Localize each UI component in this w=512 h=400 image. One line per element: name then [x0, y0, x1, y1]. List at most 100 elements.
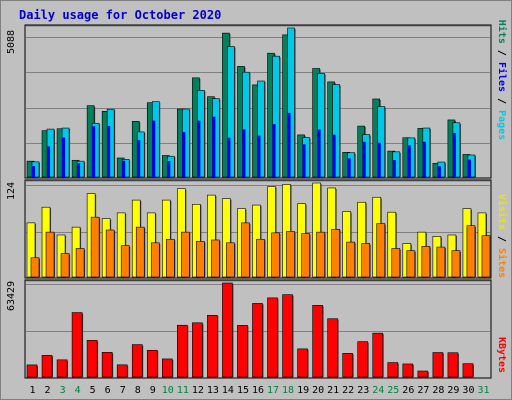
bar-files-day-17 [272, 124, 276, 177]
chart-title: Daily usage for October 2020 [19, 8, 222, 22]
x-tick-label-day-26: 26 [402, 385, 414, 396]
bar-kbytes-day-28 [432, 352, 444, 378]
x-tick-label-day-8: 8 [135, 385, 141, 396]
legend-top-sep: / [496, 92, 507, 110]
bar-files-day-29 [452, 132, 456, 177]
bar-sites-day-11 [181, 231, 190, 278]
bar-sites-day-26 [406, 250, 416, 278]
bar-sites-day-24 [376, 223, 386, 278]
bar-kbytes-day-7 [116, 364, 128, 378]
bar-kbytes-day-25 [387, 362, 399, 378]
bar-sites-day-17 [271, 232, 280, 278]
bar-kbytes-day-15 [237, 325, 248, 378]
bar-sites-day-25 [391, 248, 401, 278]
bar-kbytes-day-18 [282, 294, 293, 378]
bar-sites-day-6 [105, 229, 115, 278]
bar-kbytes-day-23 [357, 341, 369, 378]
x-tick-label-day-19: 19 [297, 385, 309, 396]
bar-kbytes-day-22 [342, 353, 353, 378]
x-tick-label-day-6: 6 [105, 385, 111, 396]
bar-sites-day-3 [60, 253, 70, 278]
bar-files-day-4 [77, 163, 81, 177]
bar-kbytes-day-5 [86, 340, 98, 378]
x-tick-label-day-22: 22 [342, 385, 354, 396]
bar-files-day-6 [107, 125, 111, 177]
x-tick-label-day-2: 2 [45, 385, 51, 396]
x-tick-label-day-13: 13 [207, 385, 219, 396]
y-axis-max-middle: 124 [6, 182, 17, 200]
bar-files-day-14 [227, 137, 231, 177]
bar-hits-day-20 [317, 73, 325, 178]
bar-hits-day-24 [377, 106, 386, 178]
x-tick-label-day-24: 24 [372, 385, 384, 396]
bar-files-day-13 [212, 116, 216, 177]
bar-kbytes-day-9 [146, 349, 158, 378]
bar-hits-day-18 [287, 27, 295, 178]
bar-files-day-12 [197, 120, 201, 177]
legend-top-sep: / [496, 44, 507, 62]
bar-kbytes-day-1 [26, 364, 38, 378]
x-tick-label-day-31: 31 [477, 385, 489, 396]
bar-files-day-30 [467, 159, 471, 177]
legend-middle: Visits / Sites [496, 194, 508, 278]
bar-kbytes-day-27 [417, 370, 429, 378]
x-tick-label-day-1: 1 [30, 385, 36, 396]
x-tick-label-day-30: 30 [462, 385, 474, 396]
y-axis-max-bottom: 63429 [6, 281, 17, 311]
bar-files-day-22 [347, 158, 351, 177]
bar-kbytes-day-29 [447, 352, 459, 378]
bar-files-day-21 [332, 134, 336, 177]
bar-sites-day-1 [30, 257, 40, 278]
bar-kbytes-day-4 [71, 312, 83, 378]
x-tick-label-day-17: 17 [267, 385, 279, 396]
bar-sites-day-20 [316, 231, 325, 278]
x-tick-label-day-10: 10 [162, 385, 174, 396]
bar-sites-day-28 [436, 246, 446, 278]
x-tick-label-day-18: 18 [282, 385, 294, 396]
legend-middle-sep: / [496, 230, 507, 248]
bar-kbytes-day-13 [207, 314, 218, 378]
bar-hits-day-21 [332, 84, 340, 178]
bar-files-day-25 [392, 160, 396, 177]
bar-kbytes-day-20 [312, 305, 323, 378]
bar-sites-day-4 [75, 248, 85, 278]
bar-hits-day-14 [227, 46, 235, 178]
x-tick-label-day-9: 9 [150, 385, 156, 396]
x-tick-label-day-20: 20 [312, 385, 324, 396]
bar-kbytes-day-17 [267, 297, 278, 378]
x-tick-label-day-12: 12 [192, 385, 204, 396]
bar-sites-day-31 [481, 235, 491, 278]
x-tick-label-day-5: 5 [90, 385, 96, 396]
x-tick-label-day-27: 27 [417, 385, 429, 396]
x-tick-label-day-3: 3 [60, 385, 66, 396]
bar-files-day-19 [302, 144, 306, 177]
bar-files-day-11 [182, 132, 186, 177]
x-tick-label-day-28: 28 [432, 385, 444, 396]
bar-hits-day-16 [257, 80, 265, 178]
bar-sites-day-27 [421, 246, 431, 278]
bar-kbytes-day-10 [161, 358, 173, 378]
bar-kbytes-day-26 [402, 363, 414, 378]
bar-sites-day-2 [45, 231, 55, 278]
bar-kbytes-day-2 [41, 355, 53, 378]
x-tick-label-day-16: 16 [252, 385, 264, 396]
legend-middle-visits: Visits [496, 194, 508, 230]
bar-kbytes-day-19 [297, 348, 308, 378]
bar-sites-day-9 [150, 242, 160, 278]
bar-sites-day-5 [90, 216, 100, 278]
bar-sites-day-21 [331, 228, 340, 278]
bar-kbytes-day-3 [56, 359, 68, 378]
x-tick-label-day-15: 15 [237, 385, 249, 396]
bar-kbytes-day-30 [462, 363, 474, 378]
bar-kbytes-day-12 [192, 322, 203, 378]
legend-bottom-kbytes: KBytes [496, 337, 507, 373]
bar-sites-day-8 [135, 226, 145, 278]
bar-files-day-27 [422, 141, 426, 177]
legend-top-files: Files [496, 62, 508, 92]
bar-kbytes-day-21 [327, 318, 338, 378]
bar-hits-day-15 [242, 71, 250, 178]
legend-top: Hits / Files / Pages [496, 20, 508, 140]
bar-hits-day-17 [272, 55, 280, 178]
x-tick-label-day-23: 23 [357, 385, 369, 396]
